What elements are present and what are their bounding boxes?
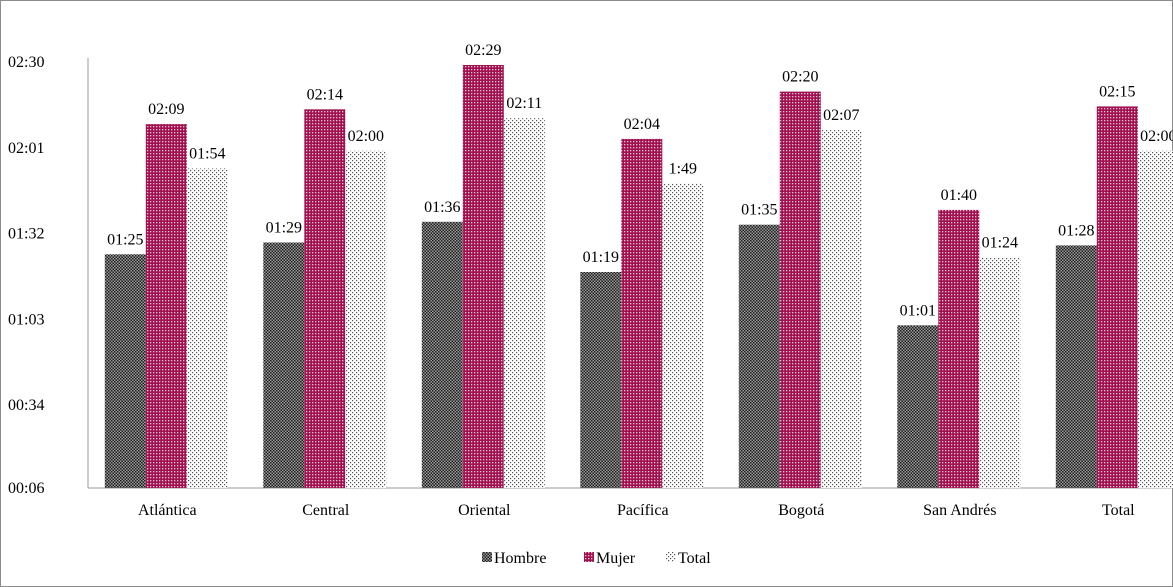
bar-hombre: [1055, 245, 1097, 488]
bar-total: [186, 168, 228, 488]
bar-hombre: [263, 242, 305, 488]
data-label: 01:54: [189, 146, 225, 163]
legend-swatch-hombre: [482, 552, 492, 562]
bar-total: [662, 183, 704, 489]
bar-total: [979, 257, 1021, 489]
bar-total: [1137, 150, 1173, 489]
bar-hombre: [104, 254, 146, 488]
y-tick-label: 01:03: [8, 311, 44, 328]
category-label: Bogotá: [778, 502, 824, 519]
bar-mujer: [304, 109, 346, 489]
data-label: 01:01: [900, 302, 936, 319]
category-label: San Andrés: [923, 502, 996, 519]
bar-total: [820, 130, 862, 488]
bar-hombre: [738, 224, 780, 488]
category-label: Oriental: [458, 502, 511, 519]
bar-hombre: [897, 325, 939, 488]
bar-mujer: [1096, 106, 1138, 489]
data-label: 02:20: [782, 69, 818, 86]
y-tick-label: 00:34: [8, 397, 44, 414]
bar-hombre: [421, 221, 463, 489]
y-tick-label: 01:32: [8, 226, 44, 243]
bar-total: [345, 150, 387, 489]
data-label: 1:49: [669, 160, 697, 177]
bar-mujer: [462, 65, 504, 488]
data-label: 02:00: [1140, 128, 1173, 145]
legend-label-hombre: Hombre: [494, 550, 546, 567]
data-label: 02:07: [823, 107, 859, 124]
data-label: 02:09: [148, 101, 184, 118]
data-label: 02:11: [506, 95, 542, 112]
legend-swatch-total: [666, 552, 676, 562]
category-label: Pacífica: [617, 502, 669, 519]
data-label: 01:25: [107, 231, 143, 248]
legend-swatch-mujer: [584, 552, 594, 562]
data-label: 02:29: [465, 42, 501, 59]
bar-mujer: [779, 91, 821, 488]
data-label: 01:29: [266, 220, 302, 237]
data-label: 02:04: [624, 116, 660, 133]
bar-hombre: [580, 272, 622, 488]
y-tick-label: 02:01: [8, 140, 44, 157]
bar-mujer: [621, 138, 663, 488]
data-label: 01:40: [941, 187, 977, 204]
data-label: 01:35: [741, 202, 777, 219]
y-tick-label: 00:06: [8, 480, 44, 497]
category-label: Total: [1102, 502, 1135, 519]
data-label: 02:15: [1099, 83, 1135, 100]
data-label: 01:28: [1058, 222, 1094, 239]
legend-label-total: Total: [678, 550, 711, 567]
data-label: 02:00: [348, 128, 384, 145]
bar-mujer: [938, 209, 980, 488]
data-label: 02:14: [307, 86, 343, 103]
data-label: 01:19: [583, 249, 619, 266]
category-label: Central: [302, 502, 350, 519]
data-label: 01:36: [424, 199, 460, 216]
y-tick-label: 02:30: [8, 54, 44, 71]
legend-label-mujer: Mujer: [596, 550, 636, 567]
bar-total: [503, 118, 545, 488]
category-label: Atlántica: [138, 502, 197, 519]
data-label: 01:24: [982, 234, 1018, 251]
bar-mujer: [145, 124, 187, 488]
